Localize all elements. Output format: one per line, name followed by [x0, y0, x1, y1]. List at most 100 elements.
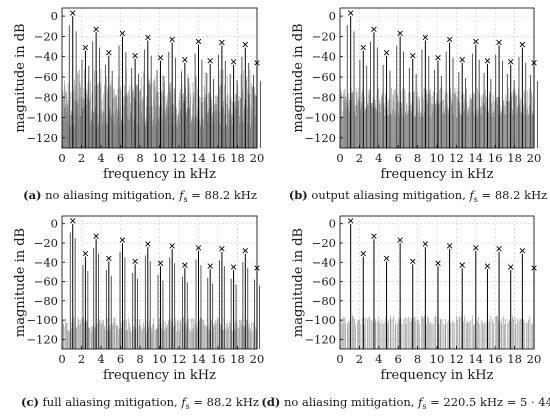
alias-bar — [473, 324, 474, 349]
alias-bar — [217, 317, 219, 349]
alias-bar — [195, 78, 197, 148]
alias-bar — [406, 317, 408, 349]
alias-bar — [85, 110, 87, 148]
alias-bar — [361, 89, 363, 148]
alias-bar — [528, 113, 530, 148]
alias-bar — [357, 100, 359, 148]
alias-bar — [481, 94, 483, 148]
alias-bar — [394, 113, 396, 148]
alias-bar — [196, 118, 198, 148]
alias-bar — [357, 321, 359, 349]
alias-bar — [507, 100, 509, 148]
alias-bar — [391, 109, 393, 148]
alias-bar — [400, 102, 402, 148]
alias-bar — [348, 109, 350, 148]
harmonic-marker — [106, 255, 112, 262]
x-tick-label: 20 — [250, 352, 265, 366]
alias-bar — [483, 94, 484, 148]
alias-bar — [463, 94, 465, 148]
alias-bar — [68, 331, 70, 349]
alias-bar — [143, 322, 144, 349]
alias-bar — [193, 328, 194, 349]
alias-bar — [104, 329, 106, 349]
alias-bar — [243, 108, 245, 148]
alias-bar — [369, 316, 371, 349]
alias-bar — [352, 316, 354, 349]
y-tick-label: −20 — [312, 29, 336, 43]
alias-bar — [512, 315, 513, 349]
alias-bar — [419, 98, 421, 148]
alias-bar — [467, 322, 469, 349]
alias-bar — [392, 94, 394, 148]
harmonic-marker — [422, 241, 429, 247]
alias-bar — [255, 95, 257, 148]
alias-bar — [158, 318, 160, 349]
alias-bar — [440, 102, 442, 148]
alias-bar — [359, 319, 361, 349]
harmonic-marker — [119, 237, 126, 243]
x-tick-label: 12 — [172, 352, 187, 366]
alias-bar — [62, 320, 64, 349]
alias-bar — [84, 100, 86, 148]
harmonic-marker — [347, 10, 354, 16]
alias-bar — [64, 80, 65, 148]
alias-bar — [522, 113, 524, 148]
alias-bar — [500, 113, 502, 148]
alias-bar — [489, 320, 490, 349]
alias-bar — [462, 93, 464, 148]
alias-bar — [89, 81, 91, 148]
caption-sub: s — [422, 402, 426, 411]
harmonic-marker — [195, 38, 202, 45]
x-tick-label: 6 — [395, 352, 402, 366]
alias-bar — [210, 105, 212, 148]
y-tick-label: −40 — [34, 50, 58, 64]
harmonic-marker — [422, 34, 429, 41]
alias-bar — [370, 105, 372, 148]
alias-bar — [80, 318, 82, 349]
alias-bar — [71, 113, 73, 148]
alias-bar — [173, 326, 175, 349]
alias-bar — [401, 323, 403, 349]
harmonic-marker — [132, 52, 138, 59]
x-tick-label: 2 — [356, 352, 363, 366]
alias-bar — [197, 89, 199, 148]
alias-bar — [492, 94, 494, 148]
alias-bar — [172, 103, 174, 148]
harmonic-marker — [207, 263, 213, 269]
alias-bar — [469, 98, 471, 148]
alias-bar — [375, 321, 377, 349]
alias-bar — [527, 322, 529, 349]
alias-bar — [86, 320, 88, 349]
alias-bar — [231, 330, 233, 349]
alias-bar — [142, 328, 144, 349]
alias-bar — [346, 324, 348, 349]
alias-bar — [234, 94, 236, 148]
alias-bar — [453, 93, 455, 148]
alias-bar — [151, 330, 153, 349]
alias-bar — [145, 331, 147, 349]
alias-bar — [430, 321, 432, 349]
alias-bar — [243, 325, 245, 349]
alias-bar — [219, 70, 221, 148]
x-axis-label: frequency in kHz — [381, 368, 494, 383]
x-tick-label: 14 — [191, 352, 206, 366]
alias-bar — [188, 318, 189, 349]
x-tick-label: 6 — [117, 151, 124, 165]
alias-bar — [75, 85, 77, 148]
alias-bar — [342, 116, 343, 148]
alias-bar — [73, 116, 75, 148]
x-tick-label: 4 — [97, 151, 104, 165]
alias-bar — [103, 111, 105, 148]
y-tick-label: −120 — [304, 131, 336, 145]
alias-bar — [411, 321, 413, 349]
alias-bar — [360, 323, 362, 349]
alias-bar — [237, 100, 239, 148]
alias-bar — [467, 111, 469, 148]
alias-bar — [202, 101, 204, 148]
alias-bar — [383, 323, 385, 349]
alias-bar — [500, 324, 502, 349]
caption-fs: f — [469, 188, 476, 202]
alias-bar — [343, 101, 345, 148]
alias-bar — [100, 323, 102, 349]
alias-bar — [155, 107, 156, 148]
